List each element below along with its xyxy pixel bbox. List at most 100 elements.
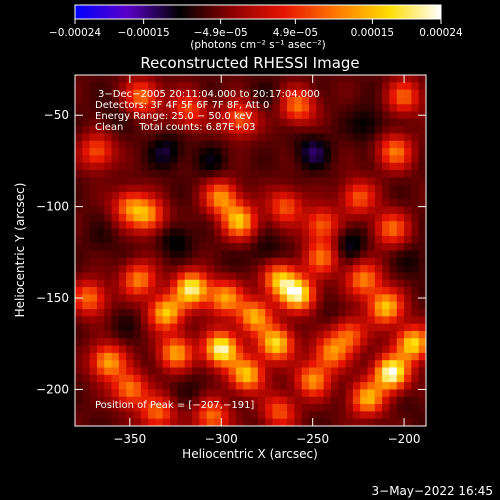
heatmap-cell <box>235 89 244 98</box>
heatmap-cell <box>162 213 171 222</box>
heatmap-cell <box>184 279 193 288</box>
heatmap-cell <box>89 192 98 200</box>
heatmap-cell <box>75 330 83 339</box>
heatmap-cell <box>345 192 354 200</box>
heatmap-cell <box>352 213 361 222</box>
heatmap-cell <box>104 213 113 222</box>
heatmap-cell <box>352 330 361 339</box>
heatmap-cell <box>294 338 303 347</box>
heatmap-cell <box>96 177 105 186</box>
heatmap-cell <box>367 352 376 361</box>
heatmap-cell <box>418 309 426 317</box>
heatmap-cell <box>75 235 83 244</box>
heatmap-cell <box>294 221 303 230</box>
heatmap-cell <box>250 192 259 200</box>
heatmap-cell <box>396 235 405 244</box>
heatmap-cell <box>418 316 426 325</box>
heatmap-cell <box>162 148 171 157</box>
heatmap-cell <box>243 155 252 164</box>
heatmap-cell <box>279 104 288 113</box>
heatmap-cell <box>316 338 325 347</box>
heatmap-cell <box>96 111 105 120</box>
heatmap-cell <box>162 382 171 391</box>
heatmap-cell <box>411 82 420 91</box>
heatmap-cell <box>279 301 288 310</box>
heatmap-cell <box>89 111 98 120</box>
heatmap-cell <box>170 140 178 149</box>
heatmap-cell <box>287 250 295 259</box>
heatmap-cell <box>294 272 303 281</box>
heatmap-cell <box>177 418 186 426</box>
heatmap-cell <box>301 294 310 303</box>
heatmap-cell <box>228 82 237 91</box>
heatmap-cell <box>82 199 91 208</box>
heatmap-cell <box>111 374 120 383</box>
heatmap-cell <box>75 133 83 142</box>
heatmap-cell <box>265 294 274 303</box>
heatmap-cell <box>199 104 208 113</box>
heatmap-cell <box>228 221 237 230</box>
heatmap-cell <box>279 294 288 303</box>
heatmap-cell <box>96 96 105 105</box>
heatmap-cell <box>287 104 295 113</box>
heatmap-cell <box>287 301 295 310</box>
heatmap-cell <box>257 404 266 412</box>
heatmap-cell <box>184 287 193 295</box>
heatmap-cell <box>96 374 105 383</box>
heatmap-cell <box>89 287 98 295</box>
heatmap-cell <box>396 192 405 200</box>
heatmap-cell <box>309 404 317 412</box>
heatmap-cell <box>235 411 244 420</box>
heatmap-cell <box>257 235 266 244</box>
heatmap-cell <box>411 184 420 193</box>
heatmap-cell <box>96 382 105 391</box>
heatmap-cell <box>111 177 120 186</box>
heatmap-cell <box>374 287 383 295</box>
heatmap-cell <box>309 177 317 186</box>
heatmap-cell <box>404 170 412 178</box>
heatmap-cell <box>228 75 237 83</box>
heatmap-cell <box>382 316 391 325</box>
heatmap-cell <box>418 104 426 113</box>
heatmap-cell <box>257 301 266 310</box>
heatmap-cell <box>199 155 208 164</box>
heatmap-cell <box>294 360 303 369</box>
heatmap-cell <box>374 192 383 200</box>
heatmap-cell <box>199 338 208 347</box>
heatmap-cell <box>279 360 288 369</box>
heatmap-cell <box>213 330 222 339</box>
heatmap-cell <box>206 118 215 127</box>
heatmap-cell <box>309 411 317 420</box>
heatmap-cell <box>140 389 149 398</box>
heatmap-cell <box>170 162 178 171</box>
heatmap-cell <box>126 243 135 252</box>
heatmap-cell <box>272 396 281 405</box>
heatmap-cell <box>184 418 193 426</box>
heatmap-cell <box>96 272 105 281</box>
heatmap-cell <box>228 177 237 186</box>
heatmap-cell <box>177 155 186 164</box>
heatmap-cell <box>104 404 113 412</box>
heatmap-cell <box>250 111 259 120</box>
heatmap-cell <box>316 309 325 317</box>
heatmap-cell <box>411 272 420 281</box>
heatmap-cell <box>104 133 113 142</box>
heatmap-cell <box>404 162 412 171</box>
heatmap-cell <box>396 330 405 339</box>
heatmap-cell <box>206 294 215 303</box>
heatmap-cell <box>213 199 222 208</box>
heatmap-cell <box>316 265 325 274</box>
heatmap-cell <box>338 104 347 113</box>
heatmap-cell <box>133 148 142 157</box>
heatmap-cell <box>192 250 200 259</box>
heatmap-cell <box>235 104 244 113</box>
heatmap-cell <box>170 301 178 310</box>
heatmap-cell <box>192 323 200 332</box>
heatmap-cell <box>162 411 171 420</box>
heatmap-cell <box>294 148 303 157</box>
heatmap-cell <box>323 170 332 178</box>
heatmap-cell <box>133 352 142 361</box>
heatmap-cell <box>96 221 105 230</box>
heatmap-cell <box>104 126 113 135</box>
heatmap-cell <box>374 345 383 354</box>
